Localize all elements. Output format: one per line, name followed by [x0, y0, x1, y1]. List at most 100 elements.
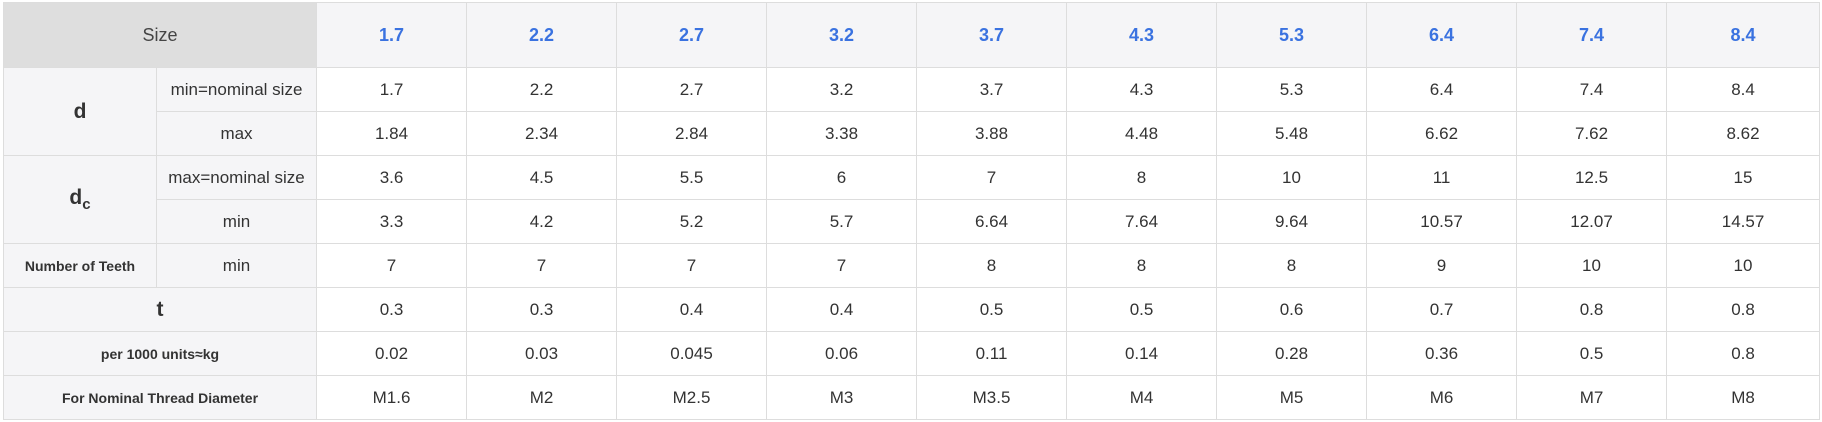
- value-cell: 8.4: [1666, 67, 1821, 112]
- value-cell: 4.2: [466, 199, 618, 244]
- dc-min-row: min 3.3 4.2 5.2 5.7 6.64 7.64 9.64 10.57…: [4, 199, 1821, 244]
- row-sublabel: min: [155, 243, 318, 288]
- value-cell: 3.88: [916, 111, 1068, 156]
- value-cell: 4.5: [466, 155, 618, 200]
- value-cell: 6.64: [916, 199, 1068, 244]
- value-cell: 10: [1666, 243, 1821, 288]
- value-cell: M3: [766, 375, 918, 420]
- value-cell: 6.62: [1366, 111, 1518, 156]
- value-cell: 10.57: [1366, 199, 1518, 244]
- value-cell: 11: [1366, 155, 1518, 200]
- value-cell: 0.28: [1216, 331, 1368, 376]
- size-cell: 1.7: [316, 2, 468, 68]
- value-cell: 12.07: [1516, 199, 1668, 244]
- value-cell: M2.5: [616, 375, 768, 420]
- d-min-row: d min=nominal size 1.7 2.2 2.7 3.2 3.7 4…: [3, 67, 1821, 156]
- value-cell: 14.57: [1666, 199, 1821, 244]
- value-cell: 3.7: [916, 67, 1068, 112]
- value-cell: 5.2: [616, 199, 768, 244]
- t-label: t: [2, 287, 318, 332]
- value-cell: 2.7: [616, 67, 768, 112]
- value-cell: 7: [916, 155, 1068, 200]
- value-cell: 8: [916, 243, 1068, 288]
- value-cell: 7: [316, 243, 468, 288]
- size-header: Size: [2, 2, 318, 68]
- value-cell: 7.62: [1516, 111, 1668, 156]
- dc-label: dc: [3, 155, 157, 244]
- value-cell: 1.84: [316, 111, 468, 156]
- value-cell: 0.11: [916, 331, 1068, 376]
- value-cell: 0.3: [466, 287, 618, 332]
- value-cell: 1.7: [316, 67, 468, 112]
- value-cell: 2.34: [466, 111, 618, 156]
- row-sublabel: max: [155, 111, 318, 156]
- value-cell: 0.7: [1366, 287, 1518, 332]
- value-cell: 6.4: [1366, 67, 1518, 112]
- weight-row: per 1000 units≈kg 0.02 0.03 0.045 0.06 0…: [2, 331, 1821, 376]
- value-cell: 3.2: [766, 67, 918, 112]
- value-cell: 7: [466, 243, 618, 288]
- value-cell: 12.5: [1516, 155, 1668, 200]
- d-label: d: [3, 67, 157, 156]
- value-cell: M4: [1066, 375, 1218, 420]
- value-cell: 0.045: [616, 331, 768, 376]
- thread-row: For Nominal Thread Diameter M1.6 M2 M2.5…: [2, 375, 1821, 420]
- size-cell: 5.3: [1216, 2, 1368, 68]
- row-sublabel: min=nominal size: [155, 67, 318, 112]
- value-cell: 0.36: [1366, 331, 1518, 376]
- header-row: Size 1.7 2.2 2.7 3.2 3.7 4.3 5.3 6.4 7.4…: [2, 2, 1821, 68]
- dc-label-main: d: [69, 185, 83, 209]
- teeth-row: Number of Teeth min 7 7 7 7 8 8 8 9 10 1…: [3, 243, 1821, 288]
- value-cell: 9: [1366, 243, 1518, 288]
- value-cell: 0.8: [1666, 331, 1821, 376]
- value-cell: 3.38: [766, 111, 918, 156]
- size-cell: 2.2: [466, 2, 618, 68]
- size-cell: 6.4: [1366, 2, 1518, 68]
- value-cell: M8: [1666, 375, 1821, 420]
- value-cell: 0.4: [616, 287, 768, 332]
- value-cell: 0.8: [1666, 287, 1821, 332]
- t-row: t 0.3 0.3 0.4 0.4 0.5 0.5 0.6 0.7 0.8 0.…: [2, 287, 1821, 332]
- value-cell: 0.5: [1516, 331, 1668, 376]
- value-cell: 0.5: [1066, 287, 1218, 332]
- value-cell: 0.4: [766, 287, 918, 332]
- value-cell: 0.3: [316, 287, 468, 332]
- value-cell: 7: [766, 243, 918, 288]
- value-cell: M3.5: [916, 375, 1068, 420]
- value-cell: 10: [1516, 243, 1668, 288]
- row-sublabel: min: [155, 199, 318, 244]
- value-cell: 2.2: [466, 67, 618, 112]
- value-cell: 0.6: [1216, 287, 1368, 332]
- value-cell: 7: [616, 243, 768, 288]
- value-cell: M6: [1366, 375, 1518, 420]
- size-cell: 3.2: [766, 2, 918, 68]
- value-cell: 6: [766, 155, 918, 200]
- value-cell: 9.64: [1216, 199, 1368, 244]
- size-cell: 4.3: [1066, 2, 1218, 68]
- value-cell: M5: [1216, 375, 1368, 420]
- thread-label: For Nominal Thread Diameter: [2, 375, 318, 420]
- size-cell: 2.7: [616, 2, 768, 68]
- size-cell: 3.7: [916, 2, 1068, 68]
- value-cell: M2: [466, 375, 618, 420]
- row-sublabel: max=nominal size: [155, 155, 318, 200]
- value-cell: 5.7: [766, 199, 918, 244]
- dc-label-sub: c: [82, 196, 91, 214]
- value-cell: 0.02: [316, 331, 468, 376]
- size-cell: 7.4: [1516, 2, 1668, 68]
- value-cell: M1.6: [316, 375, 468, 420]
- value-cell: 8: [1066, 155, 1218, 200]
- value-cell: 0.03: [466, 331, 618, 376]
- value-cell: M7: [1516, 375, 1668, 420]
- value-cell: 3.3: [316, 199, 468, 244]
- value-cell: 0.8: [1516, 287, 1668, 332]
- value-cell: 4.48: [1066, 111, 1218, 156]
- value-cell: 0.14: [1066, 331, 1218, 376]
- weight-label: per 1000 units≈kg: [2, 331, 318, 376]
- size-cell: 8.4: [1666, 2, 1821, 68]
- d-max-row: max 1.84 2.34 2.84 3.38 3.88 4.48 5.48 6…: [4, 111, 1821, 156]
- value-cell: 15: [1666, 155, 1821, 200]
- value-cell: 8.62: [1666, 111, 1821, 156]
- value-cell: 4.3: [1066, 67, 1218, 112]
